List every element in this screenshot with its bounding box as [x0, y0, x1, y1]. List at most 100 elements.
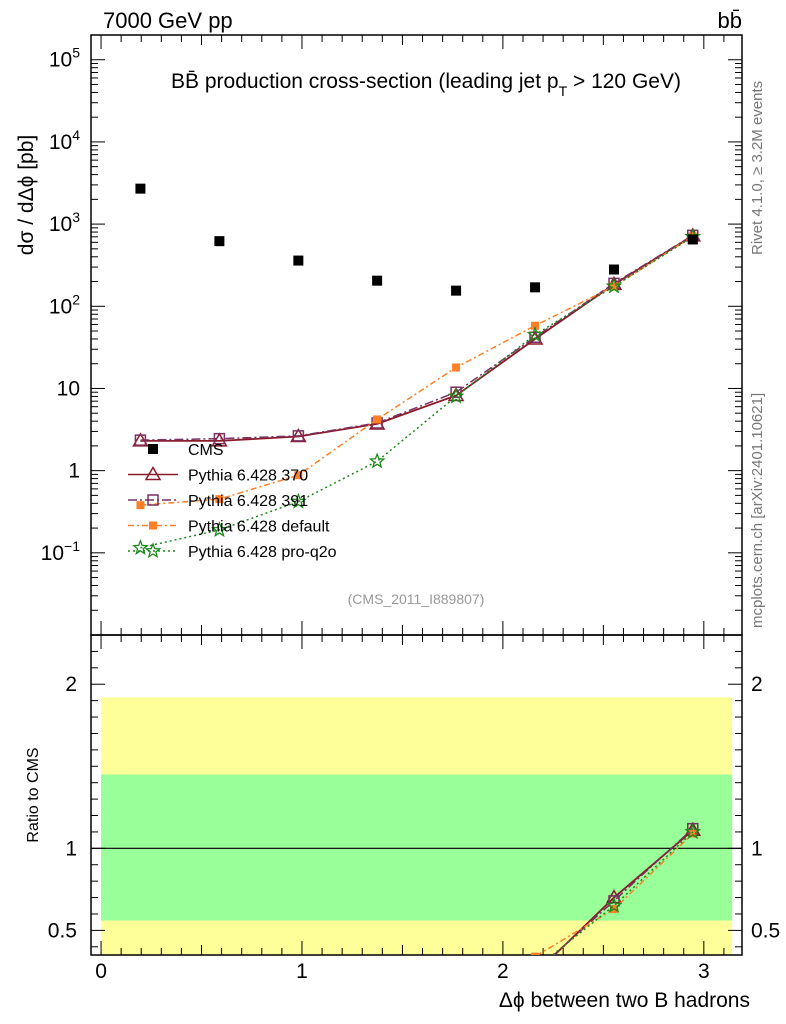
legend-label: CMS: [188, 442, 224, 459]
cms-data-point: [609, 264, 620, 275]
series-3-point: [452, 363, 461, 372]
series-4-point: [368, 452, 386, 469]
y-tick-label: 104: [49, 127, 80, 154]
main-ticks: [91, 34, 742, 636]
series-3-point: [531, 321, 540, 330]
cms-data-point: [214, 236, 225, 247]
ratio-3-point: [136, 1008, 144, 1016]
series-line-1: [140, 235, 694, 442]
y-tick-label: 103: [49, 209, 80, 236]
legend-marker: [149, 521, 157, 530]
series-4-point: [210, 521, 228, 538]
y-tick-label: 1: [68, 460, 80, 483]
ratio-tick-label-left: 1: [65, 837, 77, 860]
ratio-3-point: [373, 1005, 381, 1013]
header-left-label: 7000 GeV pp: [103, 8, 233, 33]
ratio-2-point: [451, 998, 461, 1008]
legend-label: Pythia 6.428 391: [188, 493, 308, 510]
y-tick-label: 105: [49, 45, 80, 72]
series-2-point: [529, 331, 541, 343]
y-tick-label: 10: [57, 377, 80, 400]
series-4-point: [447, 387, 465, 404]
ratio-3-point: [688, 829, 697, 838]
ratio-1-point: [528, 967, 542, 979]
legend-marker: [144, 542, 162, 559]
ratio-tick-label-right: 1: [751, 837, 763, 860]
series-3-point: [373, 415, 382, 424]
ratio-band-stat: [101, 774, 733, 921]
x-tick-label: 0: [95, 960, 107, 983]
x-tick-label: 3: [698, 960, 710, 983]
cms-data-point: [293, 255, 304, 266]
ratio-ticks: [91, 635, 742, 955]
chart-title: BB̄ production cross-section (leading je…: [171, 70, 681, 99]
cms-data-point: [451, 285, 462, 296]
ratio-1-point: [449, 997, 463, 1009]
ratio-4-point: [213, 1005, 226, 1018]
ratio-line-4: [551, 831, 694, 955]
series-3-point: [136, 501, 145, 510]
ratio-series: [133, 821, 702, 1018]
cms-data-point: [530, 282, 541, 293]
legend: CMS Pythia 6.428 370 Pythia 6.428 391 Pythi…: [128, 442, 337, 561]
ratio-3-point: [531, 952, 540, 955]
legend-label: Pythia 6.428 default: [188, 519, 330, 536]
ratio-4-point: [292, 1005, 305, 1018]
ratio-1-point: [133, 1005, 147, 1017]
ratio-tick-label-right: 0.5: [751, 919, 780, 942]
ratio-tick-label-left: 0.5: [48, 919, 77, 942]
analysis-id-label: (CMS_2011_I889807): [348, 591, 485, 607]
series-2-point: [134, 434, 147, 446]
series-3-point: [610, 282, 619, 291]
ratio-4-point: [371, 1004, 384, 1017]
ratio-2-point: [293, 1006, 303, 1016]
x-tick-label: 2: [497, 960, 509, 983]
ratio-3-point: [452, 989, 460, 997]
y-tick-label: 102: [49, 291, 80, 318]
ratio-2-point: [214, 1007, 224, 1017]
site-label: mcplots.cern.ch [arXiv:2401.10621]: [749, 393, 766, 628]
ratio-4-point: [605, 897, 623, 913]
ratio-plot-frame: [90, 634, 743, 956]
series-4-point: [605, 277, 623, 294]
cms-data-point: [135, 183, 146, 194]
series-3-point: [215, 495, 224, 504]
ratio-1-point: [291, 1004, 305, 1016]
ratio-tick-label-left: 2: [65, 673, 77, 696]
header-right-label: bb̄: [718, 8, 742, 33]
ratio-4-point: [684, 823, 702, 840]
series-line-3: [140, 235, 694, 506]
series-2-point: [213, 432, 226, 445]
y-tick-label: 10−1: [41, 538, 81, 565]
ratio-bands: [91, 697, 742, 955]
legend-label: Pythia 6.428 370: [188, 468, 308, 485]
series-4-point: [526, 325, 544, 342]
cms-data-point: [372, 275, 383, 286]
ratio-4-point: [528, 962, 541, 975]
ratio-2-point: [372, 1004, 382, 1014]
ratio-4-point: [449, 997, 462, 1010]
ratio-line-1: [553, 829, 694, 955]
series-4-point: [132, 538, 149, 555]
rivet-version-label: Rivet 4.1.0, ≥ 3.2M events: [749, 81, 766, 255]
x-axis-label: Δϕ between two B hadrons: [499, 989, 750, 1012]
ratio-2-point: [530, 967, 540, 977]
ratio-1-point: [370, 1002, 384, 1014]
series-3-point: [294, 471, 303, 480]
series-line-2: [140, 234, 694, 441]
cms-data-point: [687, 234, 698, 245]
ratio-2-point: [135, 1007, 145, 1017]
x-tick-label: 1: [296, 960, 308, 983]
series-4-point: [289, 492, 307, 509]
legend-label: Pythia 6.428 pro-q2o: [188, 544, 337, 561]
ratio-y-axis-label: Ratio to CMS: [25, 747, 42, 842]
legend-marker: [144, 466, 162, 481]
ratio-3-point: [215, 1008, 223, 1016]
x-tick-labels: 0 1 2 3: [95, 960, 709, 983]
main-series: [132, 183, 702, 555]
ratio-4-point: [134, 1005, 147, 1018]
legend-marker: [148, 444, 158, 454]
ratio-3-point: [294, 1008, 302, 1016]
